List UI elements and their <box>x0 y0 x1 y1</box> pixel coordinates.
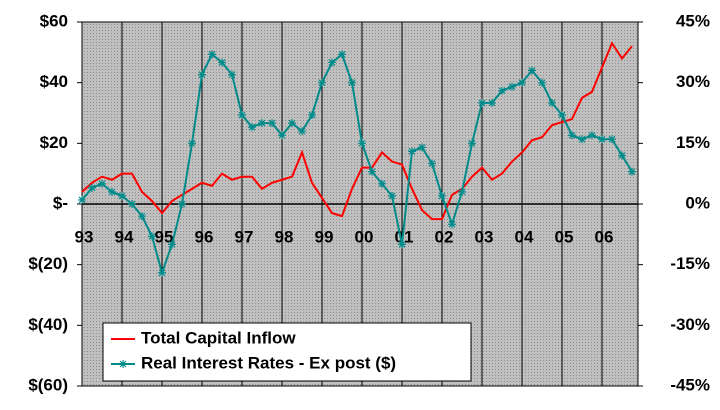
point-marker <box>558 111 566 120</box>
point-marker <box>238 111 246 120</box>
y-tick-label: $(40) <box>28 315 68 334</box>
x-tick-label: 99 <box>315 227 334 246</box>
point-marker <box>118 191 126 200</box>
point-marker <box>568 131 576 140</box>
y2-tick-label: -15% <box>670 254 710 273</box>
point-marker <box>618 151 626 160</box>
y2-tick-label: -30% <box>670 315 710 334</box>
point-marker <box>298 127 306 136</box>
y2-tick-label: -45% <box>670 375 710 394</box>
point-marker <box>488 98 496 107</box>
point-marker <box>128 200 136 208</box>
point-marker <box>518 78 526 87</box>
point-marker <box>278 131 286 140</box>
point-marker <box>168 240 176 249</box>
point-marker <box>268 119 276 128</box>
point-marker <box>218 58 226 67</box>
point-marker <box>328 58 336 67</box>
legend-marker <box>119 360 127 368</box>
point-marker <box>388 191 396 200</box>
x-tick-label: 00 <box>355 227 374 246</box>
x-tick-label: 93 <box>75 227 94 246</box>
point-marker <box>578 135 586 144</box>
x-tick-label: 97 <box>235 227 254 246</box>
legend-label: Total Capital Inflow <box>141 328 296 347</box>
point-marker <box>78 195 86 204</box>
point-marker <box>468 139 476 148</box>
y-tick-label: $20 <box>40 133 68 152</box>
point-marker <box>248 123 256 132</box>
point-marker <box>528 66 536 75</box>
point-marker <box>178 200 186 208</box>
y-tick-label: $40 <box>40 72 68 91</box>
point-marker <box>408 147 416 156</box>
x-tick-label: 96 <box>195 227 214 246</box>
point-marker <box>308 111 316 120</box>
point-marker <box>208 50 216 59</box>
point-marker <box>608 135 616 144</box>
point-marker <box>88 183 96 192</box>
point-marker <box>598 135 606 144</box>
x-tick-label: 98 <box>275 227 294 246</box>
series-line <box>81 41 633 221</box>
point-marker <box>258 119 266 128</box>
x-tick-label: 04 <box>515 227 534 246</box>
point-marker <box>548 98 556 107</box>
point-marker <box>458 187 466 196</box>
point-marker <box>538 78 546 87</box>
legend-box <box>102 322 472 382</box>
x-tick-label: 02 <box>435 227 454 246</box>
point-marker <box>198 70 206 79</box>
y2-tick-label: 45% <box>676 11 710 30</box>
point-marker <box>338 50 346 59</box>
point-marker <box>448 220 456 229</box>
point-marker <box>348 78 356 87</box>
y2-tick-label: 30% <box>676 72 710 91</box>
point-marker <box>478 98 486 107</box>
point-marker <box>138 212 146 221</box>
point-marker <box>318 78 326 87</box>
point-marker <box>398 240 406 249</box>
point-marker <box>498 86 506 95</box>
legend-label: Real Interest Rates - Ex post ($) <box>141 353 396 372</box>
y2-tick-label: 15% <box>676 133 710 152</box>
point-marker <box>108 187 116 196</box>
point-marker <box>508 82 516 91</box>
point-marker <box>628 167 636 176</box>
point-marker <box>368 167 376 176</box>
y-tick-label: $(60) <box>28 375 68 394</box>
y-tick-label: $- <box>53 193 68 212</box>
x-tick-label: 03 <box>475 227 494 246</box>
point-marker <box>588 131 596 140</box>
point-marker <box>358 139 366 148</box>
point-marker <box>158 268 166 277</box>
y2-tick-label: 0% <box>685 193 710 212</box>
x-tick-label: 06 <box>595 227 614 246</box>
point-marker <box>228 70 236 79</box>
point-marker <box>288 119 296 128</box>
point-marker <box>438 191 446 200</box>
y-tick-label: $(20) <box>28 254 68 273</box>
x-tick-label: 94 <box>115 227 134 246</box>
point-marker <box>148 232 156 241</box>
y-tick-label: $60 <box>40 11 68 30</box>
point-marker <box>428 159 436 168</box>
x-tick-label: 05 <box>555 227 574 246</box>
point-marker <box>418 143 426 152</box>
point-marker <box>188 139 196 148</box>
point-marker <box>98 179 106 188</box>
point-marker <box>378 179 386 188</box>
